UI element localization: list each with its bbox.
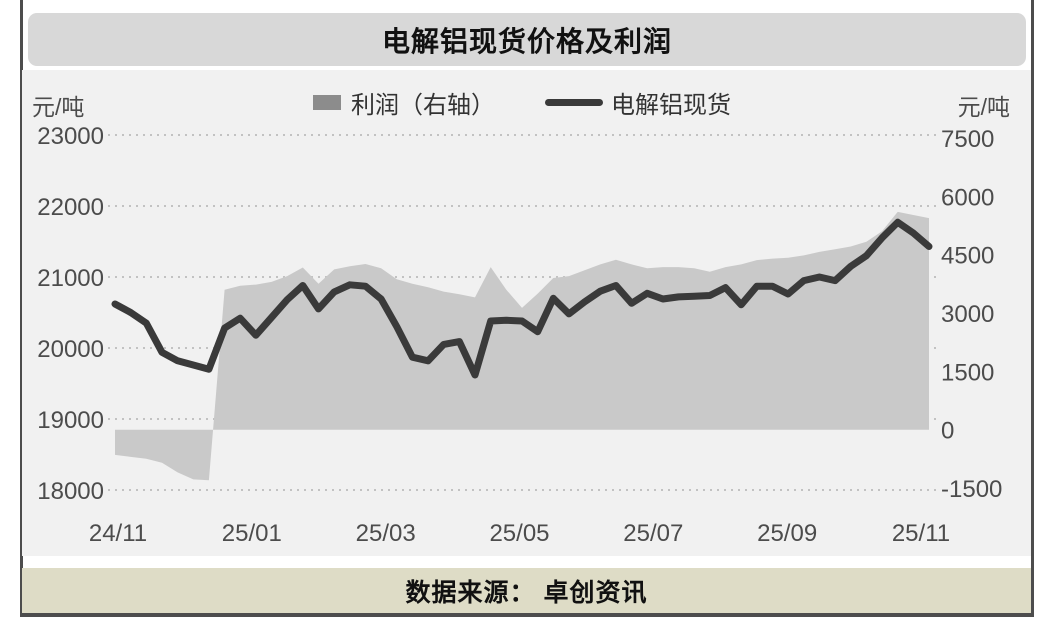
right-axis-tick-label: 0 (941, 418, 954, 445)
frame-border-left (20, 0, 23, 616)
right-axis-tick-label: 6000 (941, 184, 994, 211)
data-source-text: 数据来源： 卓创资讯 (405, 578, 648, 607)
profit-area-series (115, 211, 929, 481)
x-axis-tick-label: 24/11 (89, 520, 147, 547)
legend-item-price: 电解铝现货 (545, 88, 731, 119)
x-axis-tick-label: 25/05 (489, 520, 549, 547)
price-line-swatch-icon (545, 98, 603, 106)
right-axis-unit: 元/吨 (957, 94, 1010, 120)
source-bar: 数据来源： 卓创资讯 (22, 568, 1031, 613)
legend-profit-label: 利润（右轴） (351, 91, 495, 119)
left-axis-tick-label: 18000 (37, 478, 104, 505)
chart-title: 电解铝现货价格及利润 (381, 25, 672, 57)
left-axis-tick-label: 19000 (37, 407, 104, 434)
chart-title-bar: 电解铝现货价格及利润 (28, 13, 1026, 66)
right-axis-tick-label: 7500 (941, 126, 994, 153)
x-axis-tick-label: 25/11 (892, 520, 950, 547)
price-line-series (111, 218, 933, 379)
x-axis-tick-label: 25/01 (222, 520, 282, 547)
left-axis-tick-label: 21000 (37, 265, 104, 292)
frame-border-bottom (20, 613, 1034, 617)
right-axis-tick-label: -1500 (941, 476, 1002, 503)
right-axis-tick-label: 4500 (941, 243, 994, 270)
right-axis-tick-label: 3000 (941, 301, 994, 328)
left-axis-tick-label: 22000 (37, 194, 104, 221)
x-axis-tick-label: 25/03 (356, 520, 416, 547)
x-axis-tick-label: 25/07 (623, 520, 683, 547)
legend-item-profit: 利润（右轴） (313, 88, 495, 119)
legend-price-label: 电解铝现货 (611, 91, 731, 119)
x-axis-tick-label: 25/09 (757, 520, 817, 547)
left-axis-tick-label: 23000 (37, 123, 104, 150)
frame-border-right (1031, 0, 1034, 616)
left-axis-unit: 元/吨 (32, 94, 85, 120)
profit-area-swatch-icon (313, 94, 341, 110)
legend: 利润（右轴） 电解铝现货 (0, 88, 1044, 119)
right-axis-tick-label: 1500 (941, 359, 994, 386)
left-axis-tick-label: 20000 (37, 336, 104, 363)
